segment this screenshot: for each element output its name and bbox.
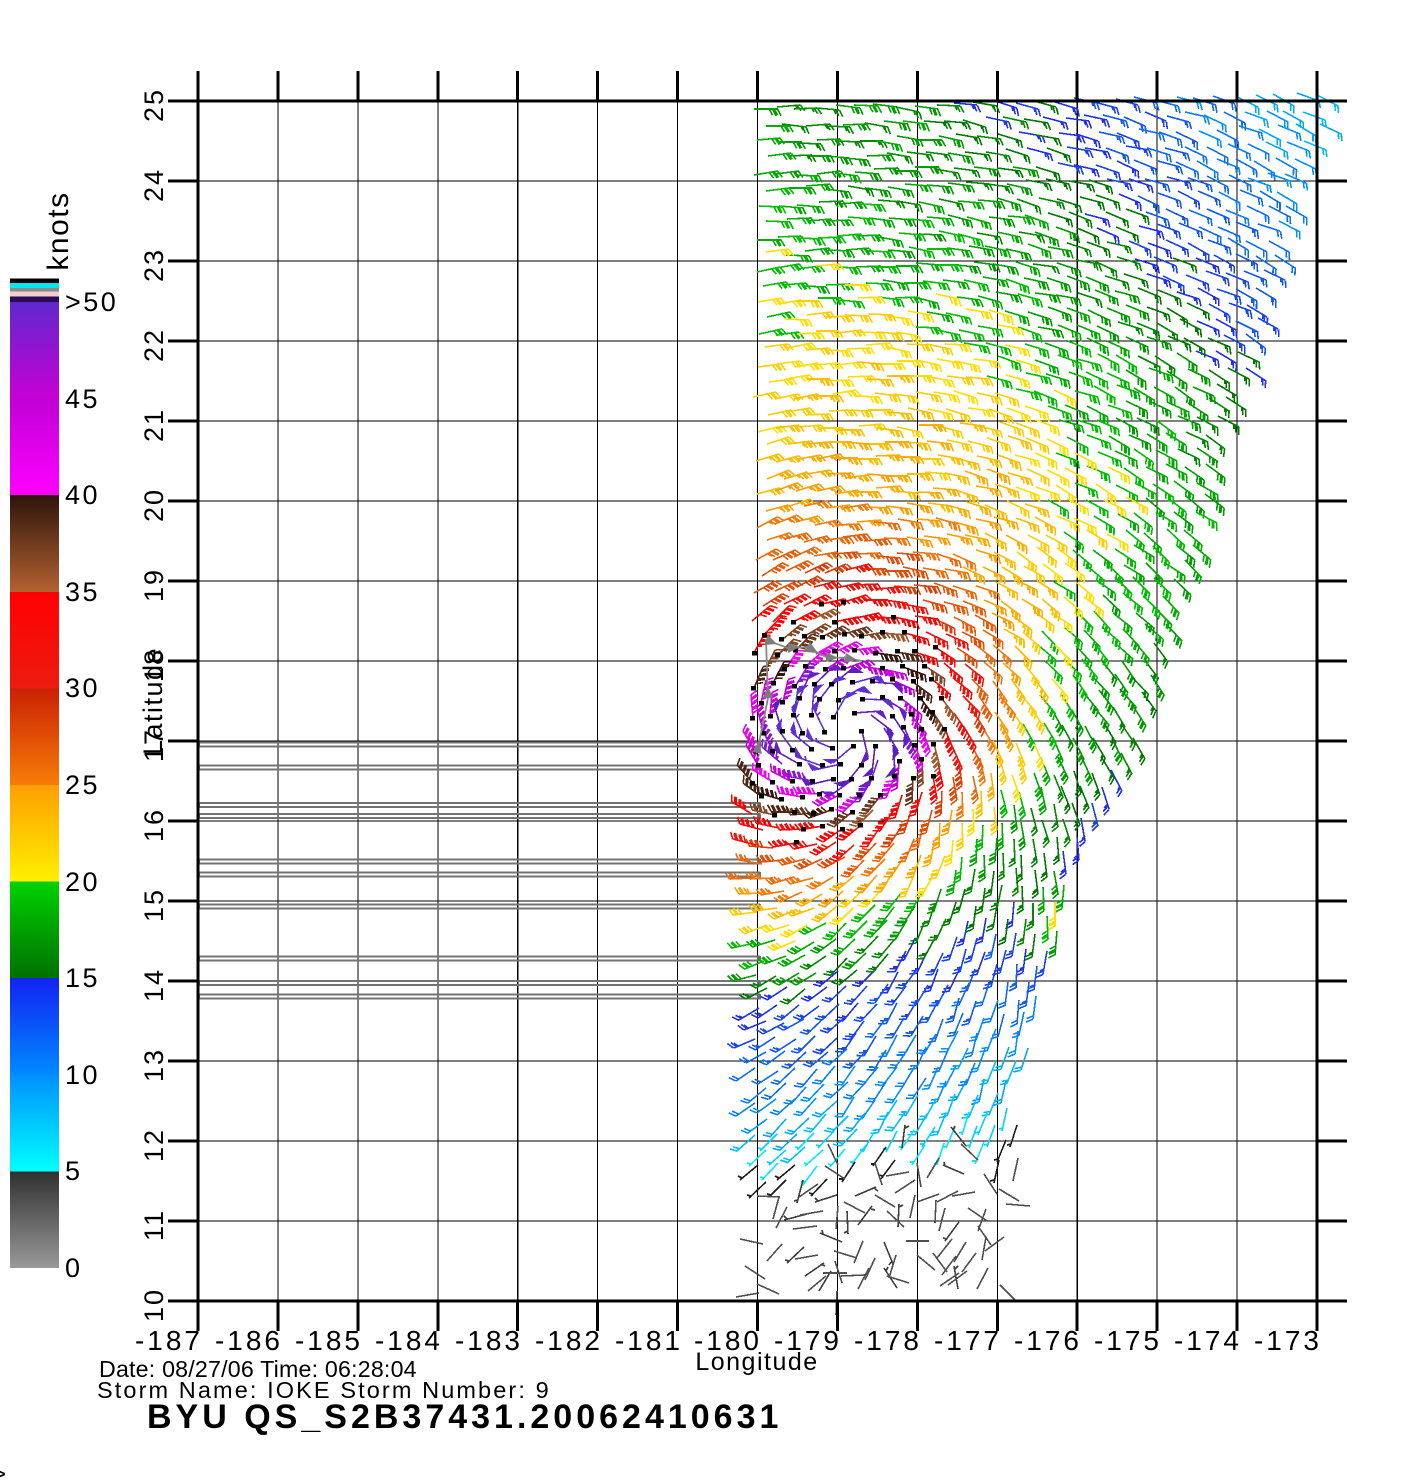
svg-text:knots: knots [42,191,75,270]
svg-text:Storm Name: IOKE Storm N: Storm Name: IOKE Storm Number: 9 [97,1377,551,1403]
svg-text:-173: -173 [1254,1325,1322,1356]
svg-text:17: 17 [139,728,169,762]
svg-text:25: 25 [65,770,100,800]
svg-text:0: 0 [65,1253,83,1283]
svg-text:-183: -183 [455,1325,523,1356]
svg-text:Latitude: Latitude [138,647,168,755]
svg-text:-175: -175 [1094,1325,1162,1356]
svg-text:23: 23 [139,248,169,282]
svg-text:-179: -179 [774,1325,842,1356]
svg-text:-176: -176 [1014,1325,1082,1356]
svg-text:25: 25 [139,88,169,122]
svg-text:-174: -174 [1174,1325,1242,1356]
svg-text:12: 12 [139,1128,169,1162]
svg-text:-181: -181 [615,1325,683,1356]
svg-text:13: 13 [139,1048,169,1082]
svg-text:18: 18 [139,648,169,682]
svg-text:14: 14 [139,968,169,1002]
svg-text:21: 21 [139,408,169,442]
svg-text:20: 20 [139,488,169,522]
svg-text:10: 10 [139,1288,169,1322]
svg-text:11: 11 [139,1209,169,1241]
svg-text:16: 16 [139,808,169,842]
svg-text:-177: -177 [934,1325,1002,1356]
svg-text:>50: >50 [65,287,118,317]
svg-text:>: > [0,1461,6,1480]
svg-text:-184: -184 [375,1325,443,1356]
svg-text:-178: -178 [854,1325,922,1356]
svg-text:-182: -182 [535,1325,603,1356]
svg-text:BYU QS_S2B37431.20062410631: BYU QS_S2B37431.20062410631 [147,1398,782,1436]
svg-text:Longitude: Longitude [695,1348,818,1376]
svg-text:24: 24 [139,168,169,202]
svg-text:-180: -180 [694,1325,762,1356]
svg-text:15: 15 [139,888,169,922]
svg-text:10: 10 [65,1060,100,1090]
svg-text:30: 30 [65,673,100,703]
svg-text:-187: -187 [135,1325,203,1356]
svg-text:-186: -186 [215,1325,283,1356]
svg-text:Date: 08/27/06 Time: 06:2: Date: 08/27/06 Time: 06:28:04 [99,1356,417,1382]
svg-text:15: 15 [65,963,100,993]
svg-text:5: 5 [65,1156,83,1186]
svg-text:22: 22 [139,328,169,362]
svg-text:-185: -185 [295,1325,363,1356]
svg-text:19: 19 [139,568,169,602]
svg-text:45: 45 [65,384,100,414]
svg-text:20: 20 [65,867,100,897]
svg-text:35: 35 [65,577,100,607]
svg-text:40: 40 [65,480,100,510]
